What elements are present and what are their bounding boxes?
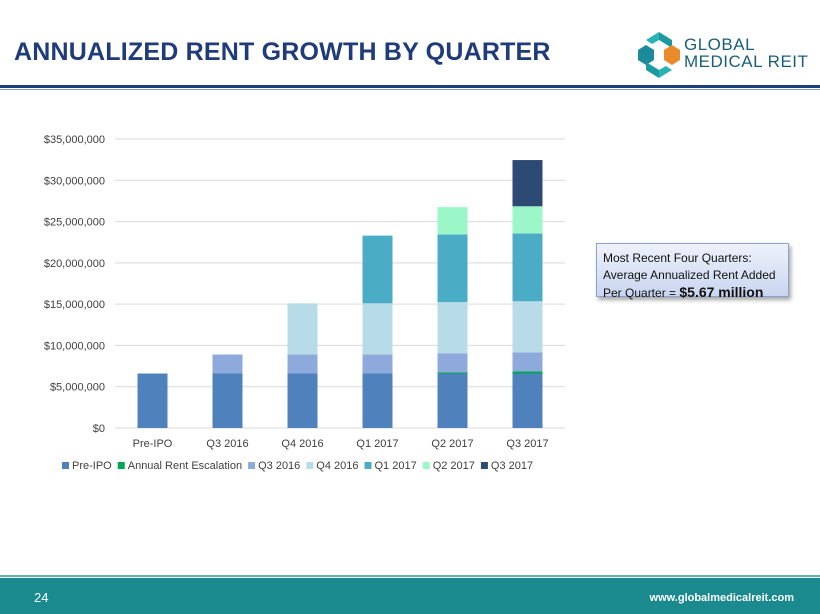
bar-segment: [362, 354, 393, 374]
callout-line2: Average Annualized Rent Added: [603, 268, 776, 282]
callout-prefix: Per Quarter =: [603, 286, 677, 300]
bar-segment: [212, 354, 243, 374]
legend-label: Annual Rent Escalation: [128, 460, 242, 472]
page-title: ANNUALIZED RENT GROWTH BY QUARTER: [14, 38, 551, 66]
page-number: 24: [34, 590, 49, 605]
legend-label: Q2 2017: [433, 460, 475, 472]
bar-segment: [512, 160, 543, 207]
y-tick-label: $25,000,000: [44, 217, 105, 229]
y-tick-label: $35,000,000: [44, 134, 105, 146]
x-tick-label: Q4 2016: [281, 438, 323, 450]
x-tick-label: Q3 2016: [206, 438, 248, 450]
legend-swatch: [117, 462, 125, 469]
legend-swatch: [480, 462, 488, 469]
bar-segment: [512, 371, 543, 374]
chart-canvas: $0 $5,000,000 $10,000,000 $15,000,000 $20,00…: [44, 134, 565, 472]
bar-segment: [437, 302, 468, 354]
bar-segment: [362, 235, 393, 304]
header-rule: [0, 85, 820, 88]
legend-label: Q3 2016: [258, 460, 300, 472]
footer-bar: 24 www.globalmedicalreit.com: [0, 578, 820, 614]
company-logo: GLOBAL MEDICAL REIT: [636, 30, 808, 80]
legend-label: Q3 2017: [491, 460, 533, 472]
website-link[interactable]: www.globalmedicalreit.com: [649, 592, 794, 604]
bar-segment: [512, 233, 543, 302]
x-tick-label: Q2 2017: [431, 438, 473, 450]
y-tick-label: $20,000,000: [44, 258, 105, 270]
bar-segment: [362, 303, 393, 355]
bar-segment: [437, 234, 468, 303]
bar-segment: [362, 373, 393, 428]
bar-segment: [437, 353, 468, 373]
y-tick-label: $10,000,000: [44, 340, 105, 352]
bar-segment: [512, 301, 543, 353]
legend-label: Q4 2016: [316, 460, 358, 472]
stacked-bar-chart: $0 $5,000,000 $10,000,000 $15,000,000 $20,00…: [0, 120, 600, 490]
header-rule-thin: [0, 89, 820, 90]
legend-swatch: [364, 462, 372, 469]
y-tick-label: $15,000,000: [44, 299, 105, 311]
y-tick-label: $0: [93, 423, 105, 435]
callout-line1: Most Recent Four Quarters:: [603, 251, 752, 265]
bar-segment: [212, 373, 243, 428]
y-tick-label: $5,000,000: [50, 382, 105, 394]
callout-line3: Per Quarter = $5.67 million: [603, 284, 783, 302]
average-rent-callout: Most Recent Four Quarters: Average Annua…: [596, 243, 789, 300]
x-tick-label: Pre-IPO: [133, 438, 173, 450]
bar-segment: [437, 372, 468, 374]
logo-text-line2: MEDICAL REIT: [684, 52, 809, 71]
x-tick-label: Q3 2017: [506, 438, 548, 450]
bar-segment: [287, 303, 318, 355]
bar-segment: [512, 206, 543, 234]
bar-segment: [437, 207, 468, 235]
legend-label: Q1 2017: [375, 460, 417, 472]
x-tick-label: Q1 2017: [356, 438, 398, 450]
bar-segment: [512, 352, 543, 372]
bar-segment: [437, 373, 468, 428]
legend-swatch: [422, 462, 430, 469]
legend-swatch: [306, 462, 314, 469]
logo-text-line1: GLOBAL: [684, 35, 756, 54]
bar-segment: [137, 373, 168, 428]
footer-rule: [0, 575, 820, 577]
logo-cross-icon: [638, 32, 680, 78]
legend-swatch: [62, 462, 69, 469]
legend-swatch: [248, 462, 256, 469]
bar-segment: [512, 373, 543, 428]
y-tick-label: $30,000,000: [44, 175, 105, 187]
callout-value: $5.67 million: [679, 284, 764, 300]
legend-label: Pre-IPO: [72, 460, 112, 472]
bar-segment: [287, 373, 318, 428]
bar-segment: [287, 354, 318, 374]
